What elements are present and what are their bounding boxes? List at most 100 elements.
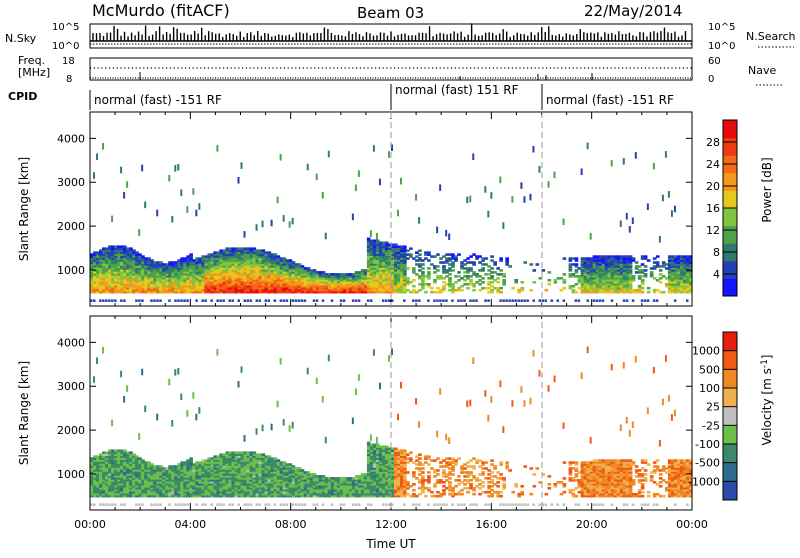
velocity-cell — [120, 371, 122, 378]
power-cell — [529, 263, 533, 266]
power-cell — [340, 299, 343, 302]
velocity-cell — [262, 425, 264, 432]
power-cell — [451, 269, 455, 272]
beam-title: Beam 03 — [357, 4, 424, 22]
power-cell — [448, 277, 452, 280]
power-colorbar-swatch — [723, 226, 737, 244]
power-cell — [499, 287, 503, 290]
power-cell — [641, 291, 645, 294]
power-cell — [96, 153, 98, 160]
velocity-cell — [295, 503, 298, 506]
power-cell — [686, 299, 689, 302]
velocity-cell — [123, 503, 126, 506]
nave-marks — [90, 72, 692, 80]
nsearch-label: N.Search — [746, 30, 796, 43]
velocity-cell — [298, 503, 301, 506]
power-cell — [201, 299, 204, 302]
freq-tick-top: 18 — [62, 56, 75, 67]
power-cell — [656, 299, 659, 302]
nsky-tick-top: 10^5 — [52, 22, 79, 33]
velocity-cell — [237, 503, 240, 506]
power-cell — [490, 267, 494, 270]
power-cell — [105, 299, 108, 302]
power-cell — [385, 299, 388, 302]
velocity-cell — [292, 503, 295, 506]
power-cell — [195, 210, 197, 217]
power-cell — [457, 253, 461, 256]
velocity-cell — [111, 420, 113, 427]
velocity-cell — [244, 503, 247, 506]
power-cell — [289, 221, 291, 228]
power-cell — [457, 271, 461, 274]
power-cell — [659, 236, 661, 243]
power-colorbar-swatch — [723, 278, 737, 296]
power-cell — [505, 299, 508, 302]
power-cell — [295, 299, 298, 302]
power-cell — [204, 299, 207, 302]
power-cell — [523, 299, 526, 302]
power-cell — [433, 299, 436, 302]
velocity-cell — [93, 376, 95, 383]
power-cell — [247, 299, 250, 302]
power-cell — [352, 299, 355, 302]
velocity-cell — [153, 503, 156, 506]
power-cell — [641, 279, 645, 282]
power-cell — [611, 299, 614, 302]
velocity-cell — [325, 437, 327, 444]
power-cell — [620, 220, 622, 227]
power-cell — [523, 196, 525, 203]
power-cell — [448, 233, 450, 240]
velocity-cell — [292, 422, 294, 429]
power-cell — [418, 249, 422, 252]
power-cell — [427, 267, 431, 270]
power-cell — [532, 146, 534, 153]
velocity-cell — [219, 503, 222, 506]
cpid-segment-2: normal (fast) 151 RF — [395, 83, 519, 97]
power-cell — [647, 259, 651, 262]
velocity-cell — [168, 379, 170, 386]
power-cell — [244, 231, 246, 238]
velocity-cell — [256, 503, 258, 506]
power-cell — [415, 194, 417, 201]
power-cell — [499, 291, 503, 294]
power-cell — [502, 222, 504, 229]
power-cell — [484, 299, 487, 302]
power-cell — [325, 233, 327, 240]
power-cell — [554, 172, 556, 179]
velocity-cell — [156, 414, 158, 421]
power-cell — [210, 299, 213, 302]
power-cell — [505, 257, 509, 260]
velocity-cell — [322, 503, 325, 506]
power-cell — [439, 184, 441, 191]
power-cell — [262, 221, 264, 228]
power-cell — [587, 299, 590, 302]
power-cell — [665, 151, 667, 158]
power-cell — [415, 299, 418, 302]
power-cell — [575, 299, 578, 302]
power-cell — [508, 299, 511, 302]
power-cell — [499, 257, 503, 260]
power-cell — [174, 299, 177, 302]
power-cell — [641, 287, 645, 290]
power-cell — [400, 178, 402, 185]
velocity-cell — [280, 503, 283, 506]
velocity-cell — [183, 503, 186, 506]
velocity-cell — [247, 503, 250, 506]
power-cell — [418, 217, 420, 224]
power-cell — [532, 281, 536, 284]
power-cell — [412, 299, 415, 302]
power-cell — [460, 289, 464, 292]
power-cell — [472, 153, 474, 160]
power-cell — [168, 175, 170, 182]
power-cell — [93, 172, 95, 179]
power-cell — [412, 267, 416, 270]
velocity-cell — [289, 425, 291, 432]
power-cell — [487, 299, 490, 302]
power-cell — [587, 143, 589, 150]
power-cell — [508, 265, 512, 268]
velocity-cell — [126, 385, 128, 392]
power-cell — [171, 216, 173, 223]
power-cell — [475, 299, 478, 302]
velocity-cell — [304, 503, 307, 506]
